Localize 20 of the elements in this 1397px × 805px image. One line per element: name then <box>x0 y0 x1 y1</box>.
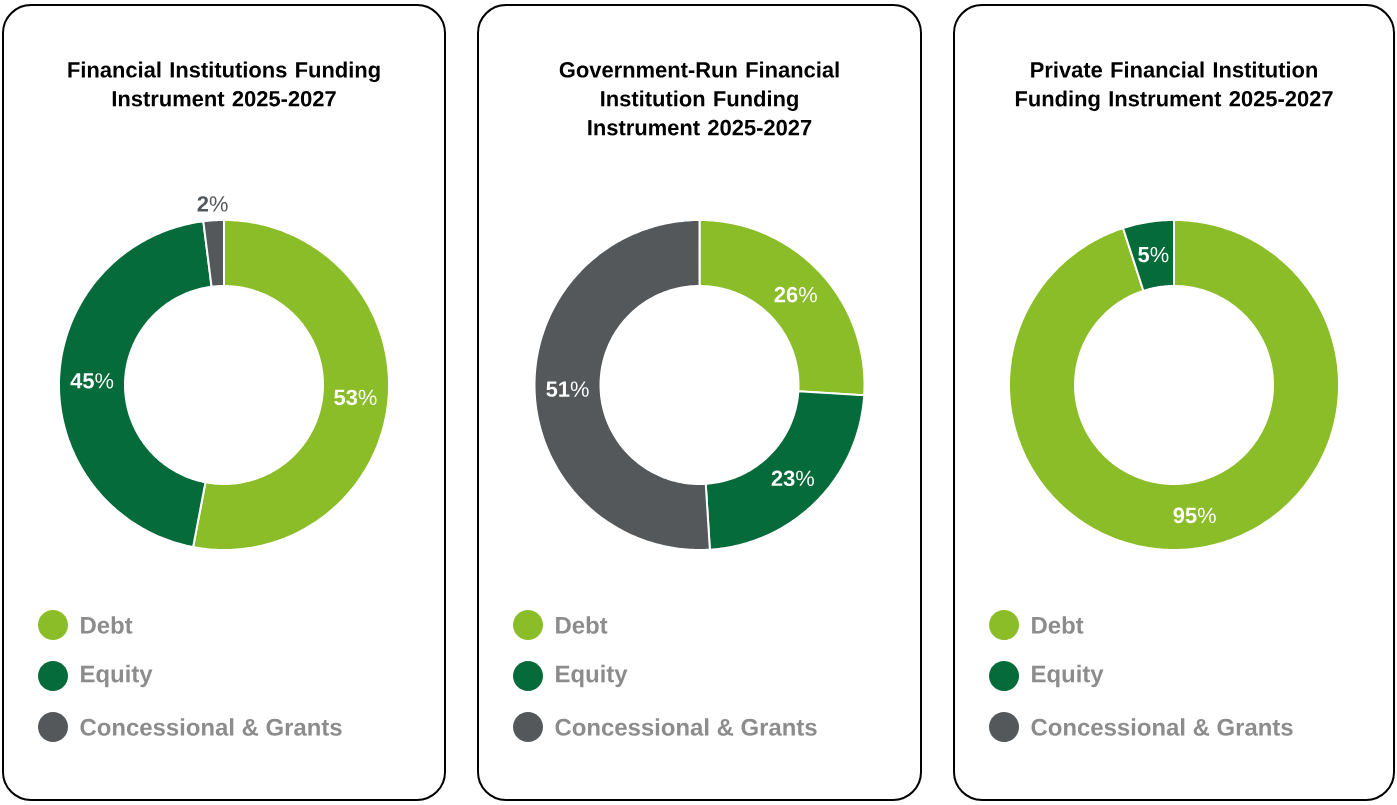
data-label: 95% <box>1173 507 1216 524</box>
chart-title: Financial Institutions Funding Instrument 2025-2027 <box>68 61 380 107</box>
data-label: 51% <box>546 381 589 397</box>
data-label: 2% <box>197 196 228 212</box>
data-label: 5% <box>1138 246 1169 263</box>
data-label: 26% <box>774 286 817 303</box>
legend-label: Equity <box>1032 664 1104 688</box>
legend-label: Debt <box>556 616 608 634</box>
legend-label: Equity <box>556 664 628 688</box>
data-label: 45% <box>70 373 114 389</box>
chart-title: Private Financial Institution Funding Instrument 2025-2027 <box>1015 61 1333 111</box>
chart-title: Government-Run Financial Institution Funding Instrument 2025-2027 <box>559 61 839 136</box>
legend-label: Equity <box>81 664 153 688</box>
data-label: 23% <box>771 470 814 487</box>
data-label: 53% <box>334 389 377 406</box>
legend-label: Concessional & Grants <box>80 718 342 736</box>
legend-label: Concessional & Grants <box>555 718 817 736</box>
legend-label: Concessional & Grants <box>1031 718 1293 736</box>
legend-label: Debt <box>81 616 133 634</box>
legend-label: Debt <box>1032 616 1084 634</box>
